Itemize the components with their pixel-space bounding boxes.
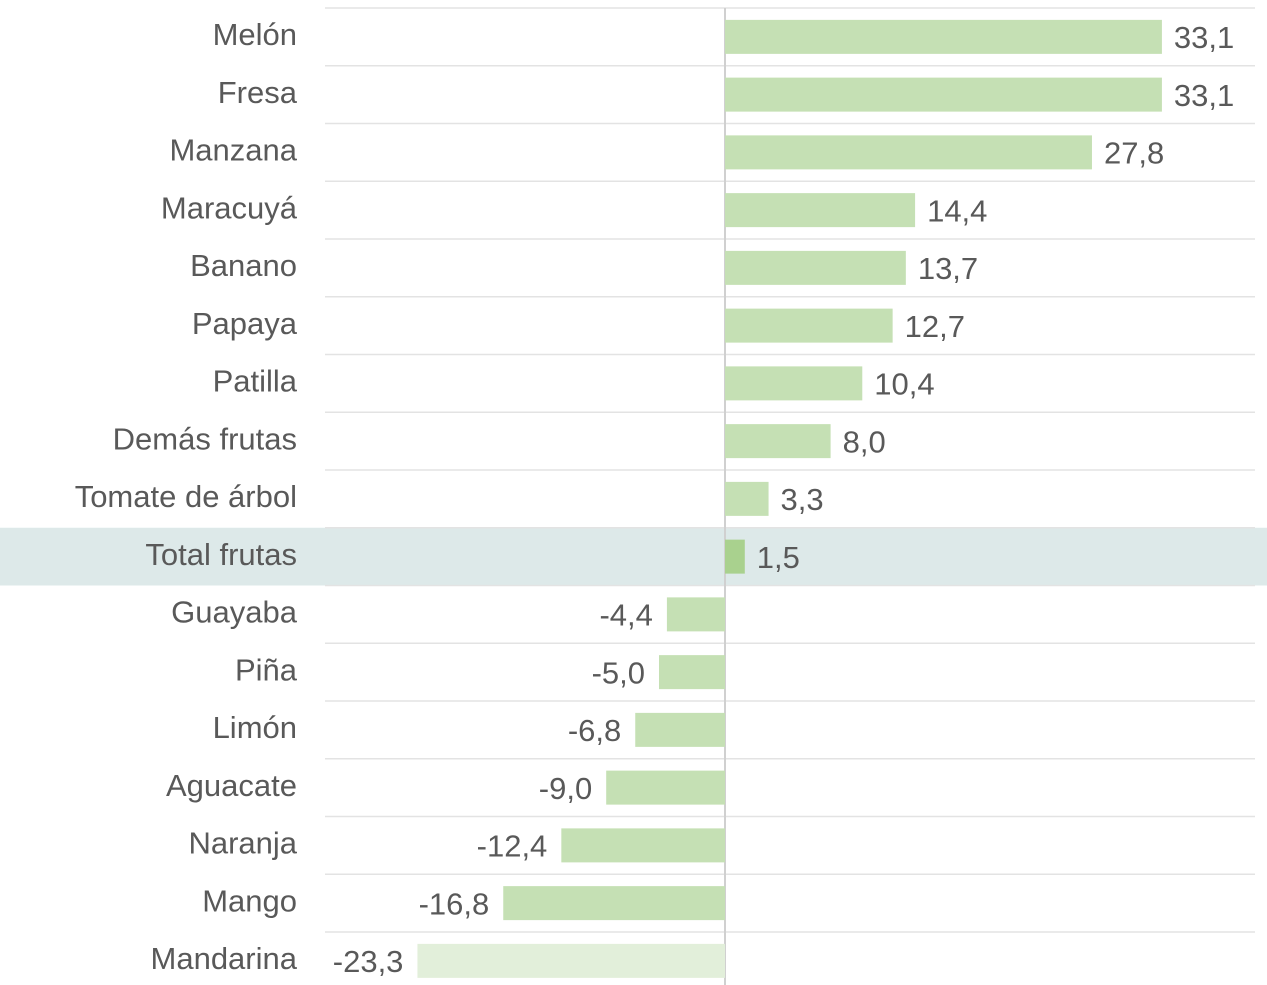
category-label: Patilla bbox=[213, 364, 298, 399]
bar bbox=[503, 886, 725, 921]
category-label: Fresa bbox=[218, 75, 298, 110]
bar bbox=[725, 193, 916, 228]
category-label: Demás frutas bbox=[113, 421, 297, 456]
bar bbox=[725, 481, 769, 516]
category-label: Aguacate bbox=[166, 768, 297, 803]
category-label: Manzana bbox=[169, 133, 297, 168]
bar bbox=[725, 19, 1162, 54]
value-label: -9,0 bbox=[539, 771, 592, 806]
category-label: Naranja bbox=[188, 826, 297, 861]
bar bbox=[725, 308, 893, 343]
category-label: Maracuyá bbox=[161, 190, 298, 225]
value-label: -4,4 bbox=[599, 598, 652, 633]
category-label: Banano bbox=[190, 248, 297, 283]
value-label: -12,4 bbox=[477, 829, 548, 864]
bar bbox=[417, 943, 725, 978]
bar bbox=[725, 250, 906, 285]
value-label: 33,1 bbox=[1174, 20, 1234, 55]
category-label: Mango bbox=[202, 883, 297, 918]
value-label: 10,4 bbox=[874, 367, 934, 402]
bar bbox=[725, 135, 1092, 170]
bar bbox=[725, 77, 1162, 112]
category-label: Piña bbox=[235, 652, 298, 687]
value-label: -5,0 bbox=[592, 655, 645, 690]
category-label: Melón bbox=[213, 17, 297, 52]
bar bbox=[725, 539, 745, 574]
bar bbox=[725, 366, 863, 401]
bar bbox=[561, 828, 725, 863]
category-label: Total frutas bbox=[145, 537, 297, 572]
bar bbox=[606, 770, 725, 805]
bar bbox=[659, 655, 725, 690]
category-label: Limón bbox=[213, 710, 297, 745]
value-label: 3,3 bbox=[781, 482, 824, 517]
value-label: 14,4 bbox=[927, 193, 987, 228]
value-label: 27,8 bbox=[1104, 136, 1164, 171]
value-label: 1,5 bbox=[757, 540, 800, 575]
value-label: -23,3 bbox=[333, 944, 404, 979]
value-label: -16,8 bbox=[419, 886, 490, 921]
category-label: Mandarina bbox=[151, 941, 298, 976]
highlight-band bbox=[0, 527, 1267, 586]
bar bbox=[725, 424, 831, 459]
category-label: Tomate de árbol bbox=[75, 479, 297, 514]
value-label: 12,7 bbox=[905, 309, 965, 344]
value-label: 8,0 bbox=[843, 424, 886, 459]
value-label: 13,7 bbox=[918, 251, 978, 286]
category-label: Guayaba bbox=[171, 595, 298, 630]
bar bbox=[635, 712, 725, 747]
value-label: -6,8 bbox=[568, 713, 621, 748]
bar bbox=[666, 597, 725, 632]
category-label: Papaya bbox=[192, 306, 298, 341]
value-label: 33,1 bbox=[1174, 78, 1234, 113]
